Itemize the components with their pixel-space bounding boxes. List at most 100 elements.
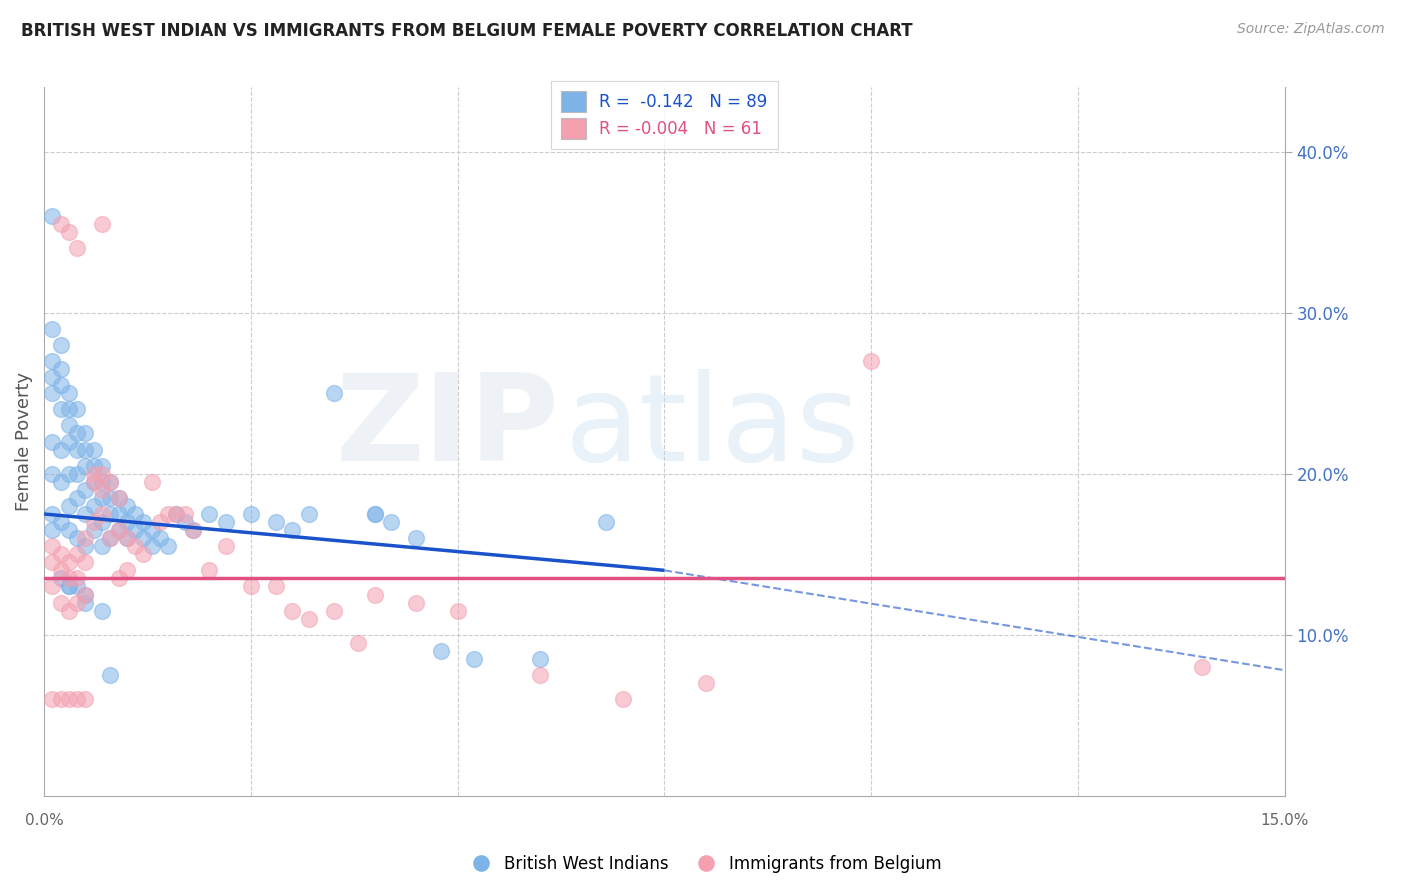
Point [322, 604, 344, 618]
Point [66, 241, 89, 255]
Point [91, 217, 114, 231]
Text: 15.0%: 15.0% [1260, 814, 1309, 829]
Point [165, 507, 187, 521]
Point [75, 539, 97, 553]
Point [75, 587, 97, 601]
Point [58, 386, 80, 401]
Point [41, 354, 63, 368]
Point [75, 555, 97, 569]
Point [198, 507, 221, 521]
Point [141, 475, 163, 489]
Point [41, 322, 63, 336]
Point [75, 531, 97, 545]
Point [58, 402, 80, 417]
Point [66, 531, 89, 545]
Point [380, 515, 402, 529]
Point [58, 499, 80, 513]
Point [860, 354, 883, 368]
Point [75, 596, 97, 610]
Text: Source: ZipAtlas.com: Source: ZipAtlas.com [1237, 22, 1385, 37]
Point [107, 491, 129, 505]
Point [132, 547, 155, 561]
Point [66, 467, 89, 481]
Point [612, 692, 634, 706]
Point [83, 442, 105, 457]
Point [264, 515, 287, 529]
Point [41, 467, 63, 481]
Point [98, 531, 121, 545]
Point [98, 668, 121, 682]
Point [115, 499, 138, 513]
Legend: R =  -0.142   N = 89, R = -0.004   N = 61: R = -0.142 N = 89, R = -0.004 N = 61 [551, 81, 778, 149]
Point [91, 491, 114, 505]
Point [91, 458, 114, 473]
Text: ZIP: ZIP [335, 369, 558, 486]
Point [41, 523, 63, 537]
Point [58, 692, 80, 706]
Point [41, 507, 63, 521]
Text: 0.0%: 0.0% [25, 814, 63, 829]
Point [58, 579, 80, 593]
Point [107, 571, 129, 585]
Point [91, 483, 114, 497]
Point [132, 531, 155, 545]
Point [91, 515, 114, 529]
Point [239, 507, 262, 521]
Point [181, 523, 204, 537]
Point [41, 555, 63, 569]
Point [49, 571, 72, 585]
Point [75, 458, 97, 473]
Point [405, 596, 427, 610]
Point [595, 515, 617, 529]
Point [115, 531, 138, 545]
Point [49, 547, 72, 561]
Point [83, 499, 105, 513]
Point [115, 515, 138, 529]
Point [364, 587, 387, 601]
Point [58, 467, 80, 481]
Point [41, 692, 63, 706]
Point [157, 539, 180, 553]
Point [181, 523, 204, 537]
Point [58, 579, 80, 593]
Point [49, 402, 72, 417]
Point [364, 507, 387, 521]
Point [364, 507, 387, 521]
Point [322, 386, 344, 401]
Point [98, 475, 121, 489]
Point [58, 418, 80, 433]
Point [83, 458, 105, 473]
Point [107, 491, 129, 505]
Point [149, 531, 172, 545]
Point [49, 442, 72, 457]
Y-axis label: Female Poverty: Female Poverty [15, 372, 32, 511]
Point [430, 644, 453, 658]
Point [41, 579, 63, 593]
Point [41, 434, 63, 449]
Point [98, 475, 121, 489]
Point [49, 362, 72, 376]
Point [91, 467, 114, 481]
Point [58, 523, 80, 537]
Point [91, 507, 114, 521]
Point [66, 596, 89, 610]
Point [115, 531, 138, 545]
Point [198, 563, 221, 577]
Point [41, 386, 63, 401]
Point [91, 475, 114, 489]
Point [49, 217, 72, 231]
Point [66, 402, 89, 417]
Point [157, 507, 180, 521]
Point [98, 491, 121, 505]
Point [264, 579, 287, 593]
Point [41, 209, 63, 223]
Point [49, 378, 72, 392]
Point [49, 515, 72, 529]
Point [281, 604, 304, 618]
Point [173, 507, 195, 521]
Point [75, 692, 97, 706]
Point [239, 579, 262, 593]
Point [124, 523, 146, 537]
Point [66, 491, 89, 505]
Point [49, 563, 72, 577]
